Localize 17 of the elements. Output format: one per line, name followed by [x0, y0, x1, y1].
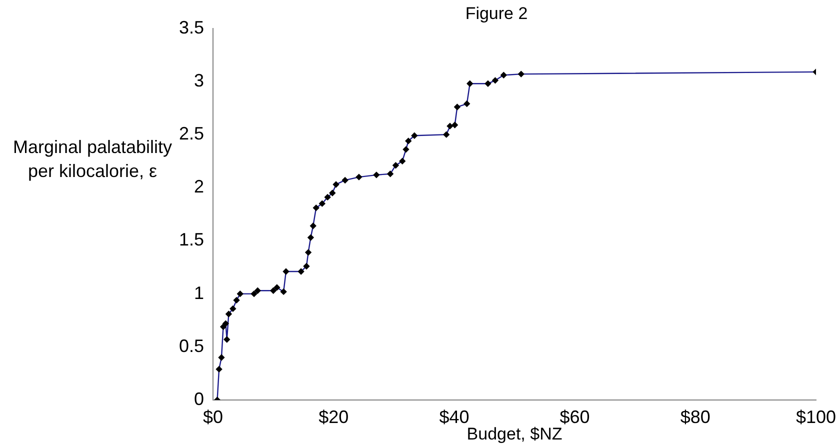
- chart-title: Figure 2: [465, 4, 528, 23]
- y-tick-label: 3: [194, 70, 204, 90]
- x-tick-label: $100: [796, 406, 836, 427]
- y-tick-label: 0.5: [178, 336, 204, 356]
- x-tick-label: $20: [318, 406, 349, 427]
- x-tick-label: $60: [560, 406, 590, 427]
- y-tick-label: 0: [194, 388, 204, 409]
- x-tick-label: $80: [680, 406, 710, 427]
- y-tick-label: 1: [194, 282, 204, 303]
- x-tick-label: $40: [439, 406, 470, 427]
- x-axis-title: Budget, $NZ: [466, 424, 562, 444]
- y-axis-title: Marginal palatability per kilocalorie, ε: [12, 137, 172, 181]
- x-tick-label: $0: [203, 406, 224, 427]
- y-tick-label: 3.5: [178, 17, 204, 38]
- y-tick-label: 1.5: [178, 230, 204, 250]
- y-tick-label: 2.5: [178, 124, 204, 144]
- y-tick-label: 2: [194, 176, 204, 197]
